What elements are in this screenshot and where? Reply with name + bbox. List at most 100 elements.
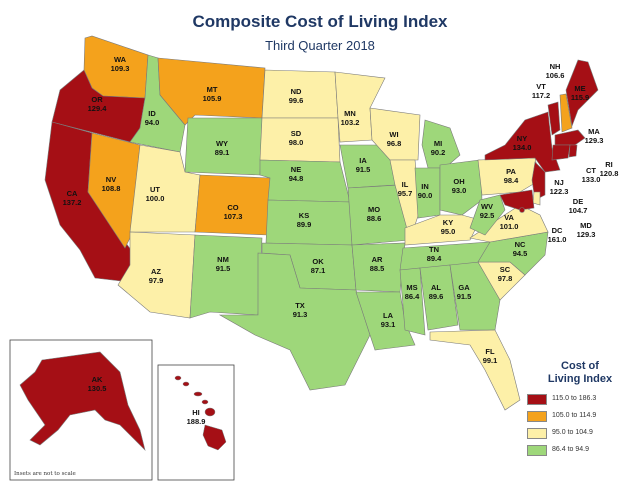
state-label-co: CO 107.3 bbox=[224, 203, 243, 221]
state-abbr: KS bbox=[299, 211, 309, 220]
state-value: 88.5 bbox=[370, 264, 385, 273]
state-value: 137.2 bbox=[63, 198, 82, 207]
state-label-in: IN 90.0 bbox=[418, 182, 433, 200]
state-shape-ma bbox=[554, 129, 586, 146]
state-value: 90.0 bbox=[418, 191, 433, 200]
state-label-tn: TN 89.4 bbox=[427, 245, 442, 263]
state-value: 88.6 bbox=[367, 214, 382, 223]
state-value: 93.0 bbox=[452, 186, 467, 195]
state-label-id: ID 94.0 bbox=[145, 109, 160, 127]
state-abbr: KY bbox=[443, 218, 453, 227]
state-label-ky: KY 95.0 bbox=[441, 218, 456, 236]
map-subtitle: Third Quarter 2018 bbox=[265, 38, 375, 53]
state-label-me: ME 115.9 bbox=[571, 84, 589, 102]
state-abbr: MT bbox=[207, 85, 218, 94]
state-value: 129.4 bbox=[88, 104, 108, 113]
state-abbr: AK bbox=[92, 375, 103, 384]
state-abbr: OH bbox=[453, 177, 464, 186]
state-label-ia: IA 91.5 bbox=[356, 156, 371, 174]
state-value: 95.0 bbox=[441, 227, 456, 236]
state-abbr: AL bbox=[431, 283, 441, 292]
state-abbr: AR bbox=[372, 255, 383, 264]
state-label-or: OR 129.4 bbox=[88, 95, 108, 113]
state-label-ks: KS 89.9 bbox=[297, 211, 312, 229]
map-title: Composite Cost of Living Index bbox=[192, 12, 448, 31]
state-value: 101.0 bbox=[500, 222, 519, 231]
state-label-ri: RI 120.8 bbox=[600, 160, 619, 178]
state-label-ny: NY 134.0 bbox=[513, 134, 532, 152]
state-abbr: MO bbox=[368, 205, 380, 214]
state-abbr: RI bbox=[605, 160, 613, 169]
state-value: 104.7 bbox=[569, 206, 588, 215]
state-value: 96.8 bbox=[387, 139, 402, 148]
state-abbr: TN bbox=[429, 245, 439, 254]
state-abbr: CA bbox=[67, 189, 78, 198]
state-shape-md bbox=[499, 189, 535, 211]
state-shape-nv bbox=[87, 132, 141, 249]
state-abbr: TX bbox=[295, 301, 305, 310]
state-value: 93.1 bbox=[381, 320, 396, 329]
state-shape-oh bbox=[439, 159, 483, 216]
state-shape-ne bbox=[259, 159, 351, 203]
state-label-nm: NM 91.5 bbox=[216, 255, 231, 273]
legend-item: 105.0 to 114.9 bbox=[527, 411, 637, 423]
state-label-pa: PA 98.4 bbox=[504, 167, 519, 185]
state-value: 89.4 bbox=[427, 254, 442, 263]
state-label-wa: WA 109.3 bbox=[111, 55, 130, 73]
state-shape-nm bbox=[189, 234, 263, 319]
state-abbr: LA bbox=[383, 311, 394, 320]
inset-note: Insets are not to scale bbox=[14, 471, 76, 477]
state-abbr: IA bbox=[359, 156, 367, 165]
state-shape-fl bbox=[429, 329, 521, 411]
state-abbr: VT bbox=[536, 82, 546, 91]
state-label-sd: SD 98.0 bbox=[289, 129, 304, 147]
state-abbr: SD bbox=[291, 129, 302, 138]
state-abbr: NH bbox=[550, 62, 561, 71]
state-value: 94.0 bbox=[145, 118, 160, 127]
state-value: 108.8 bbox=[102, 184, 121, 193]
state-label-ca: CA 137.2 bbox=[63, 189, 82, 207]
state-value: 117.2 bbox=[532, 91, 550, 100]
state-value: 87.1 bbox=[311, 266, 326, 275]
state-value: 100.0 bbox=[146, 194, 165, 203]
legend-title-line1: Cost of bbox=[561, 360, 599, 372]
state-value: 99.6 bbox=[289, 96, 304, 105]
state-label-ok: OK 87.1 bbox=[311, 257, 326, 275]
state-value: 130.5 bbox=[88, 384, 107, 393]
state-abbr: OK bbox=[312, 257, 324, 266]
state-label-hi: HI 188.9 bbox=[187, 408, 206, 426]
state-shape-nh bbox=[559, 93, 573, 133]
state-shape-vt bbox=[547, 101, 561, 136]
state-value: 107.3 bbox=[224, 212, 243, 221]
state-value: 91.3 bbox=[293, 310, 308, 319]
legend-swatch bbox=[527, 411, 547, 422]
state-abbr: CO bbox=[227, 203, 238, 212]
state-value: 134.0 bbox=[513, 143, 532, 152]
state-value: 133.0 bbox=[582, 175, 601, 184]
state-abbr: MA bbox=[588, 127, 600, 136]
state-value: 89.9 bbox=[297, 220, 312, 229]
state-abbr: SC bbox=[500, 265, 511, 274]
legend-swatch bbox=[527, 428, 547, 439]
state-label-mi: MI 90.2 bbox=[431, 139, 446, 157]
state-label-vt: VT 117.2 bbox=[532, 82, 550, 100]
state-value: 161.0 bbox=[548, 235, 567, 244]
state-value: 98.4 bbox=[504, 176, 519, 185]
state-labels: WA 109.3 OR 129.4 CA 137.2 NV 108.8 ID 94.0 MT 105.… bbox=[63, 55, 619, 426]
state-abbr: UT bbox=[150, 185, 160, 194]
state-abbr: NE bbox=[291, 165, 301, 174]
state-label-ut: UT 100.0 bbox=[146, 185, 165, 203]
state-label-nh: NH 106.6 bbox=[546, 62, 565, 80]
state-value: 91.5 bbox=[356, 165, 371, 174]
state-label-nd: ND 99.6 bbox=[289, 87, 304, 105]
state-label-mn: MN 103.2 bbox=[341, 109, 360, 127]
state-abbr: CT bbox=[586, 166, 596, 175]
state-abbr: NV bbox=[106, 175, 116, 184]
state-value: 95.7 bbox=[398, 189, 413, 198]
state-label-mo: MO 88.6 bbox=[367, 205, 382, 223]
state-label-mt: MT 105.9 bbox=[203, 85, 222, 103]
state-label-dc: DC 161.0 bbox=[548, 226, 567, 244]
state-abbr: MS bbox=[406, 283, 417, 292]
state-shape-la bbox=[355, 291, 416, 351]
state-abbr: IN bbox=[421, 182, 429, 191]
